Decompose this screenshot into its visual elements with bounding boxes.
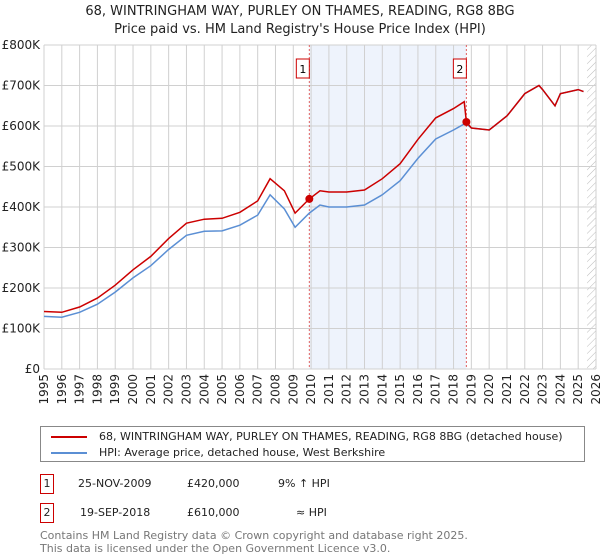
chart-subtitle: Price paid vs. HM Land Registry's House … [114, 22, 486, 37]
transaction-price: £420,000 [187, 477, 240, 490]
y-tick-label: £700K [2, 79, 42, 93]
x-tick-label: 1995 [37, 374, 51, 405]
x-tick-label: 2025 [571, 374, 585, 405]
x-tick-label: 2017 [429, 374, 443, 405]
footer-line: This data is licensed under the Open Gov… [40, 542, 391, 555]
y-tick-label: £400K [2, 200, 42, 214]
x-tick-label: 2005 [215, 374, 229, 405]
x-tick-label: 1997 [73, 374, 87, 405]
y-tick-label: £500K [2, 160, 42, 174]
y-tick-label: £600K [2, 119, 42, 133]
x-tick-label: 2004 [197, 374, 211, 405]
x-tick-label: 2026 [589, 374, 600, 405]
x-tick-label: 2008 [268, 374, 282, 405]
x-tick-label: 2020 [482, 374, 496, 405]
x-tick-label: 2003 [179, 374, 193, 405]
x-tick-label: 2021 [500, 374, 514, 405]
x-tick-label: 2019 [464, 374, 478, 405]
y-tick-label: £200K [2, 281, 42, 295]
price-paid-line [43, 84, 584, 314]
legend-blue-label: HPI: Average price, detached house, West… [99, 446, 386, 459]
x-tick-label: 2011 [322, 374, 336, 405]
transaction-hpi: ≈ HPI [296, 506, 327, 519]
marker-label-box [452, 58, 467, 79]
footer-line: Contains HM Land Registry data © Crown c… [40, 529, 468, 542]
x-tick-label: 2013 [358, 374, 372, 405]
x-tick-label: 2002 [162, 374, 176, 405]
x-tick-label: 2006 [233, 374, 247, 405]
legend: 68, WINTRINGHAM WAY, PURLEY ON THAMES, R… [40, 426, 585, 462]
x-tick-label: 2018 [447, 374, 461, 405]
legend-red-label: 68, WINTRINGHAM WAY, PURLEY ON THAMES, R… [99, 430, 563, 443]
transaction-price: £610,000 [187, 506, 240, 519]
blue-line-swatch [51, 452, 87, 454]
marker-label: 1 [299, 63, 306, 76]
marker-label: 2 [456, 63, 463, 76]
y-tick-label: £800K [2, 38, 42, 52]
y-tick-label: £0 [25, 362, 40, 376]
x-tick-label: 2016 [411, 374, 425, 405]
sale-point [462, 117, 471, 126]
marker-badge: 2 [40, 503, 54, 523]
sale-point [305, 194, 314, 203]
x-tick-label: 2024 [553, 374, 567, 405]
x-tick-label: 1996 [55, 374, 69, 405]
x-tick-label: 2007 [251, 374, 265, 405]
y-tick-label: £100K [2, 322, 42, 336]
x-tick-label: 2012 [340, 374, 354, 405]
y-tick-label: £300K [2, 241, 42, 255]
marker-label-box [295, 58, 310, 79]
x-tick-label: 2022 [518, 374, 532, 405]
footer: Contains HM Land Registry data © Crown c… [40, 529, 468, 555]
x-tick-label: 2000 [126, 374, 140, 405]
x-tick-label: 2009 [286, 374, 300, 405]
x-tick-label: 2015 [393, 374, 407, 405]
x-tick-label: 1999 [108, 374, 122, 405]
x-tick-label: 1998 [90, 374, 104, 405]
transaction-date: 19-SEP-2018 [80, 506, 151, 519]
x-tick-label: 2014 [375, 374, 389, 405]
price-chart: 1995 1996 1997 1998 1999 2000 2001 2002 2003 2004… [2, 38, 600, 405]
x-tick-label: 2001 [144, 374, 158, 405]
x-tick-label: 2010 [304, 374, 318, 405]
transaction-date: 25-NOV-2009 [78, 477, 152, 490]
x-tick-label: 2023 [536, 374, 550, 405]
marker-badge: 1 [40, 474, 54, 494]
transaction-hpi: 9% ↑ HPI [278, 477, 330, 490]
chart-title: 68, WINTRINGHAM WAY, PURLEY ON THAMES, R… [85, 4, 515, 19]
red-line-swatch [51, 436, 87, 438]
